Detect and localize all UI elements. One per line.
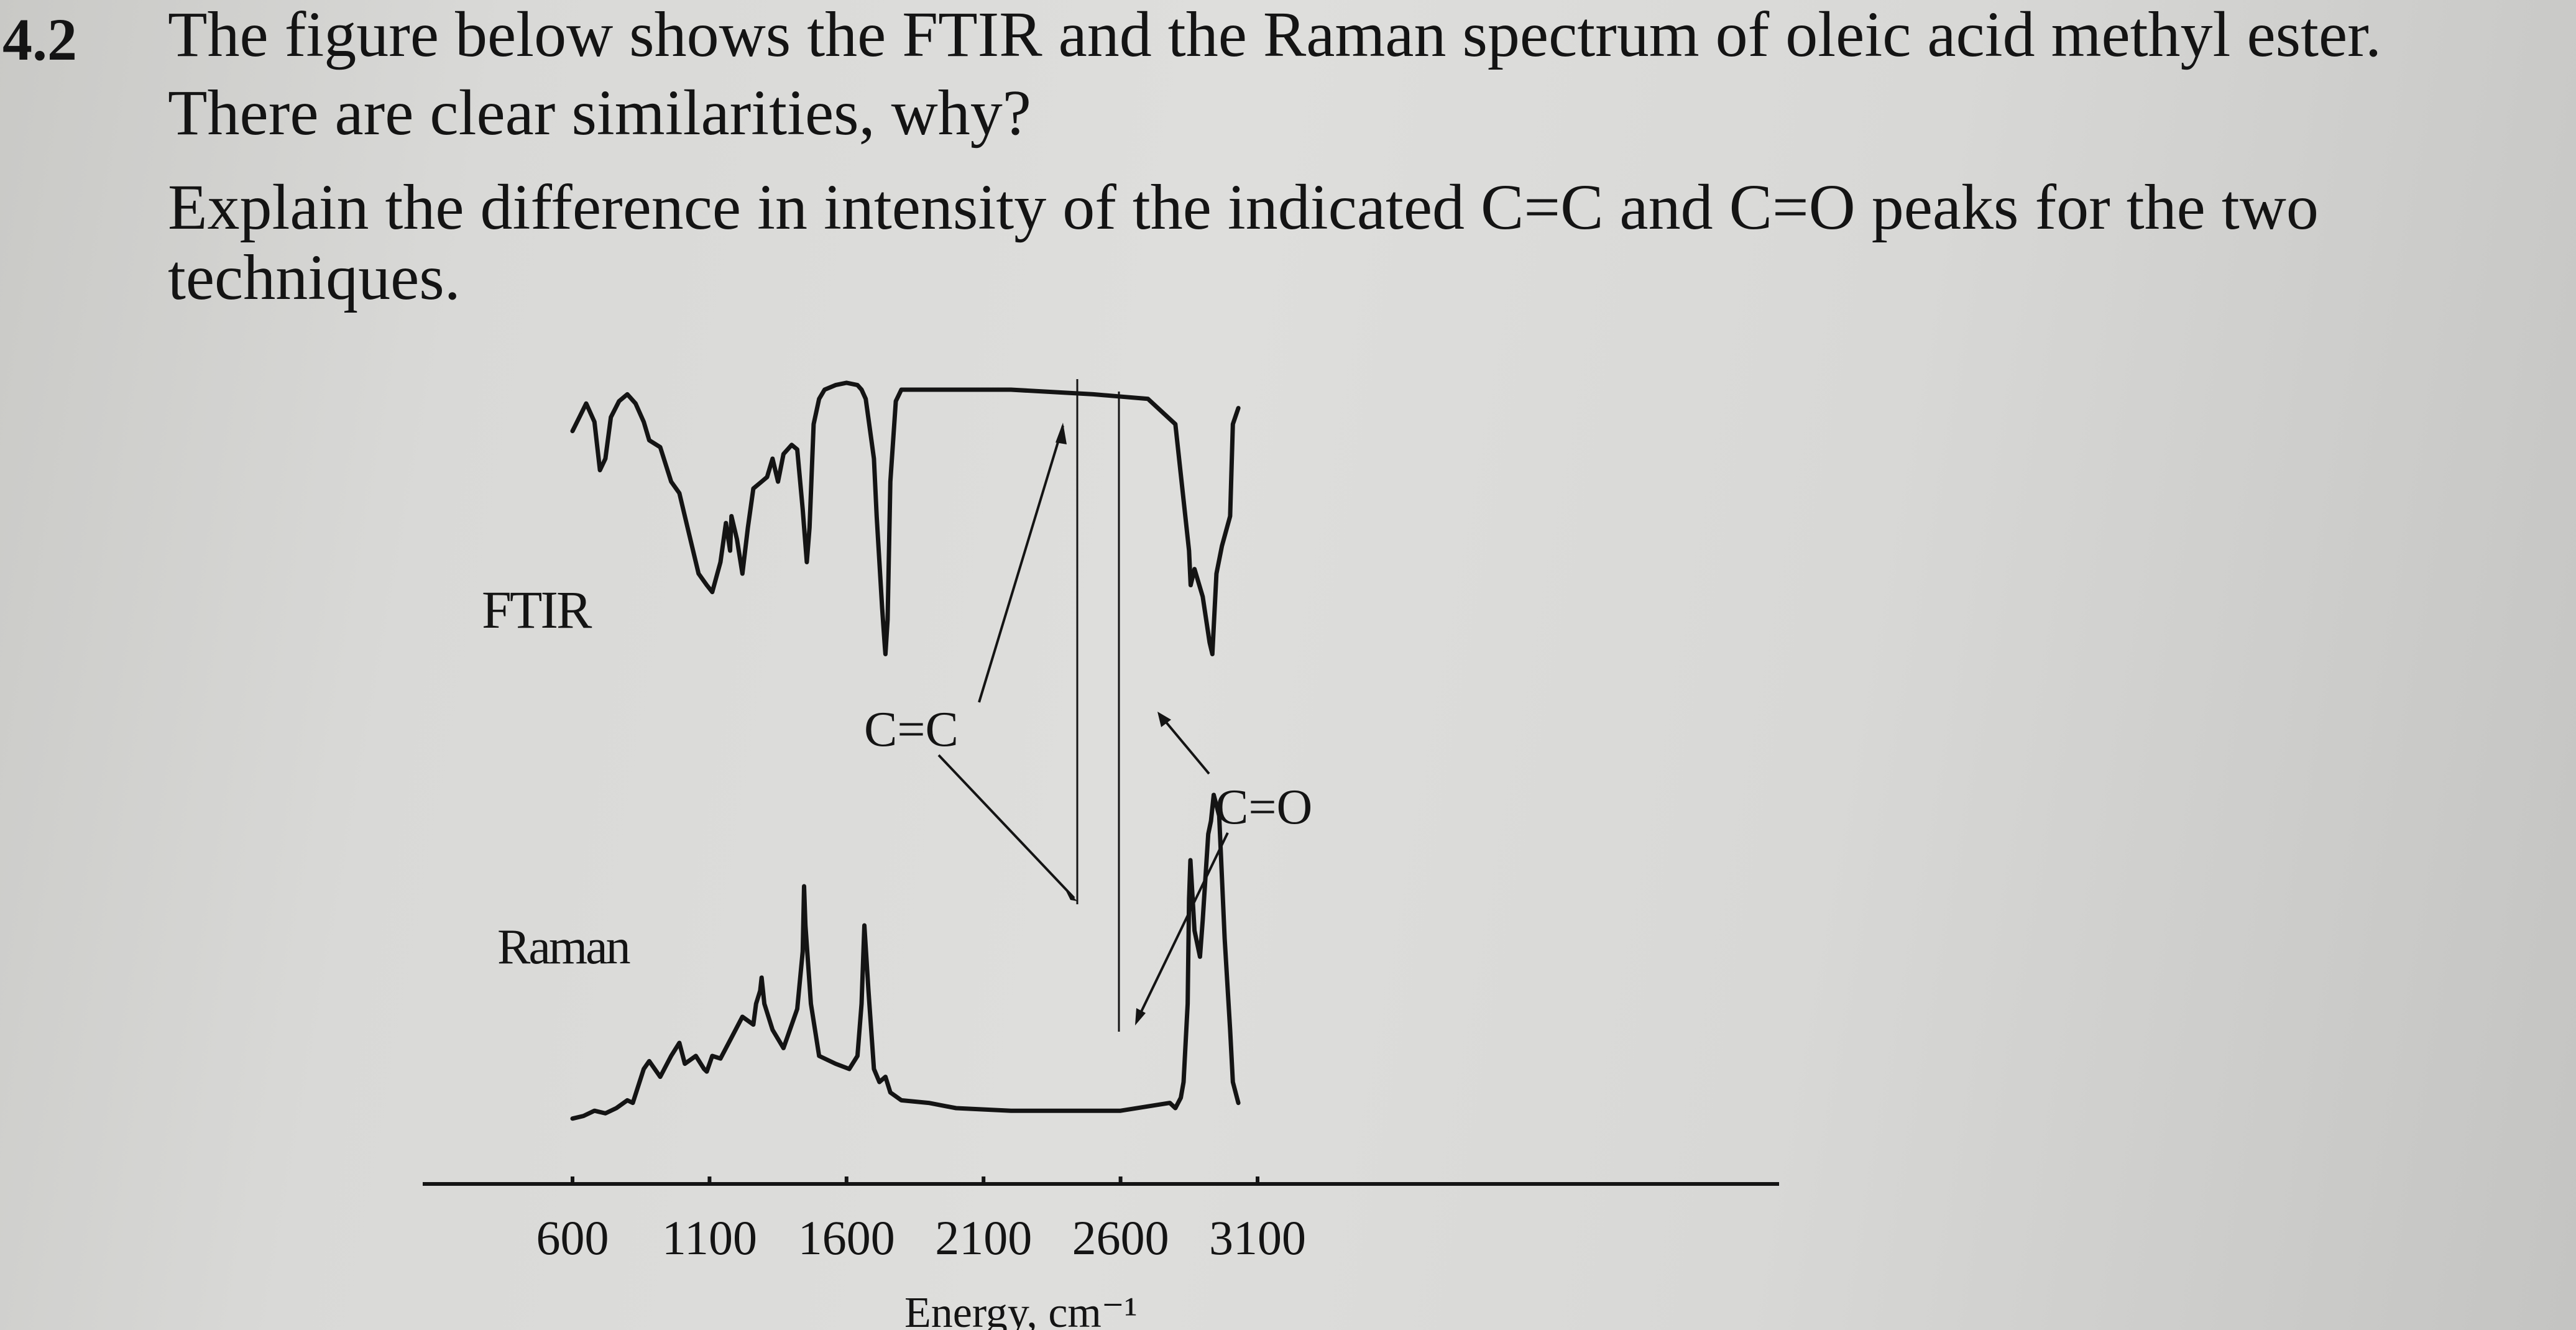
co-arrowhead-raman — [1135, 1008, 1146, 1025]
ftir-label: FTIR — [482, 580, 592, 640]
question-number: 4.2 — [2, 6, 77, 73]
raman-spectrum-line — [570, 792, 1241, 1121]
question-line-3: Explain the difference in intensity of t… — [168, 172, 2319, 243]
series-layer — [570, 380, 1241, 1121]
x-tick-label: 1600 — [798, 1211, 895, 1265]
tick-layer: 600 1100 1600 2100 2600 3100 — [536, 1176, 1306, 1265]
co-annotation: C=O — [1135, 712, 1312, 1025]
raman-label: Raman — [497, 920, 630, 975]
x-axis-label: Energy, cm⁻¹ — [904, 1289, 1138, 1330]
x-tick-label: 2100 — [935, 1211, 1032, 1265]
co-annotation-label: C=O — [1215, 780, 1312, 835]
co-arrow-to-ftir — [1161, 717, 1210, 775]
x-tick-label: 600 — [536, 1211, 609, 1265]
x-tick-label: 3100 — [1209, 1211, 1306, 1265]
question-line-1: The figure below shows the FTIR and the … — [168, 0, 2382, 70]
cc-annotation: C=C — [864, 423, 1077, 901]
x-tick-label: 2600 — [1072, 1211, 1169, 1265]
cc-annotation-label: C=C — [864, 702, 959, 757]
cc-arrowhead-ftir — [1056, 423, 1067, 444]
cc-arrowhead-raman — [1064, 887, 1077, 901]
cc-arrow-to-ftir — [978, 425, 1064, 703]
cc-arrow-to-raman — [937, 754, 1075, 899]
question-line-4: techniques. — [168, 242, 461, 313]
ftir-spectrum-line — [570, 380, 1241, 656]
co-arrow-to-raman — [1136, 832, 1229, 1020]
co-arrowhead-ftir — [1157, 712, 1171, 727]
x-tick-label: 1100 — [662, 1211, 757, 1265]
question-line-2: There are clear similarities, why? — [168, 77, 1031, 149]
